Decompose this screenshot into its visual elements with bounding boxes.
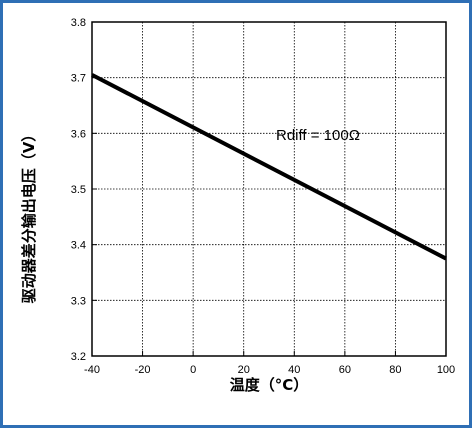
grid-lines [92, 22, 446, 356]
y-tick-label: 3.3 [71, 295, 86, 307]
x-tick-label: 40 [288, 364, 300, 376]
y-tick-label: 3.5 [71, 184, 86, 196]
y-tick-label: 3.2 [71, 351, 86, 363]
x-tick-label: -20 [135, 364, 151, 376]
x-tick-label: 60 [339, 364, 351, 376]
annotation-rdiff: Rdiff = 100Ω [276, 127, 360, 144]
series-line [91, 73, 447, 261]
y-tick-label: 3.6 [71, 128, 86, 140]
x-tick-label: 0 [190, 364, 196, 376]
x-axis-title: 温度（°C） [230, 376, 309, 394]
x-tick-label: 20 [238, 364, 250, 376]
x-tick-label: 100 [437, 364, 455, 376]
x-ticks: -40 -20 0 20 40 60 80 100 [84, 351, 455, 376]
plot-border [91, 21, 447, 357]
series-group [91, 73, 447, 261]
y-axis-title: 驱动器差分输出电压（V） [20, 127, 38, 304]
x-tick-label: -40 [84, 364, 100, 376]
y-tick-label: 3.4 [71, 240, 86, 252]
x-tick-label: 80 [389, 364, 401, 376]
y-tick-label: 3.7 [71, 73, 86, 85]
y-tick-label: 3.8 [71, 17, 86, 29]
y-ticks: 3.2 3.3 3.4 3.5 3.6 3.7 3.8 [71, 17, 97, 363]
